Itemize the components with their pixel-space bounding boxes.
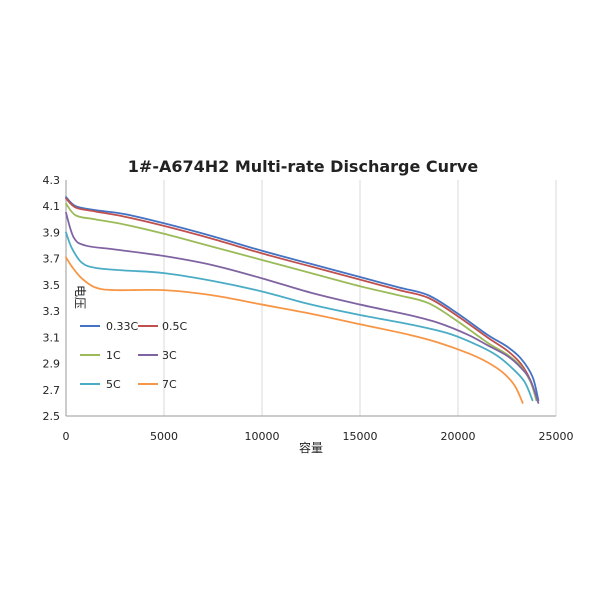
legend-label: 3C	[162, 349, 177, 362]
legend-item-7C: 7C	[138, 378, 177, 391]
series-line-0.33C	[65, 196, 540, 402]
x-tick-label: 5000	[150, 430, 178, 443]
y-tick-label: 3.1	[43, 331, 61, 344]
chart-title: 1#-A674H2 Multi-rate Discharge Curve	[128, 157, 479, 176]
series-line-3C	[65, 211, 540, 404]
x-tick-label: 15000	[343, 430, 378, 443]
x-tick-label: 0	[63, 430, 70, 443]
legend-item-1C: 1C	[80, 349, 121, 362]
legend-item-0.5C: 0.5C	[138, 320, 187, 333]
y-tick-label: 4.3	[43, 174, 61, 187]
y-tick-label: 3.7	[43, 253, 61, 266]
legend-item-0.33C: 0.33C	[80, 320, 138, 333]
series-line-5C	[65, 231, 534, 402]
grid-lines	[65, 180, 557, 417]
series-line-7C	[65, 256, 524, 404]
legend-label: 1C	[106, 349, 121, 362]
legend-label: 5C	[106, 378, 121, 391]
legend-label: 7C	[162, 378, 177, 391]
series-lines	[65, 196, 540, 404]
y-tick-label: 3.9	[43, 226, 61, 239]
y-tick-label: 2.7	[43, 384, 61, 397]
legend-label: 0.5C	[162, 320, 187, 333]
x-tick-label: 10000	[245, 430, 280, 443]
x-tick-label: 20000	[441, 430, 476, 443]
legend-label: 0.33C	[106, 320, 138, 333]
y-tick-label: 2.5	[43, 410, 61, 423]
x-tick-label: 25000	[539, 430, 574, 443]
y-tick-label: 3.3	[43, 305, 61, 318]
y-tick-label: 4.1	[43, 200, 61, 213]
tick-labels: 0 5000 10000 15000 20000 25000 2.5 2.7 2.9 3.1 3.3…	[43, 174, 574, 443]
y-axis-label: 电压	[73, 285, 87, 309]
y-tick-label: 3.5	[43, 279, 61, 292]
y-tick-label: 2.9	[43, 358, 61, 371]
legend-item-5C: 5C	[80, 378, 121, 391]
legend: 0.33C 0.5C 1C 3C 5C 7C	[80, 320, 187, 391]
x-axis-label: 容量	[299, 440, 323, 455]
legend-item-3C: 3C	[138, 349, 177, 362]
series-line-1C	[65, 202, 538, 402]
series-line-0.5C	[65, 197, 538, 402]
